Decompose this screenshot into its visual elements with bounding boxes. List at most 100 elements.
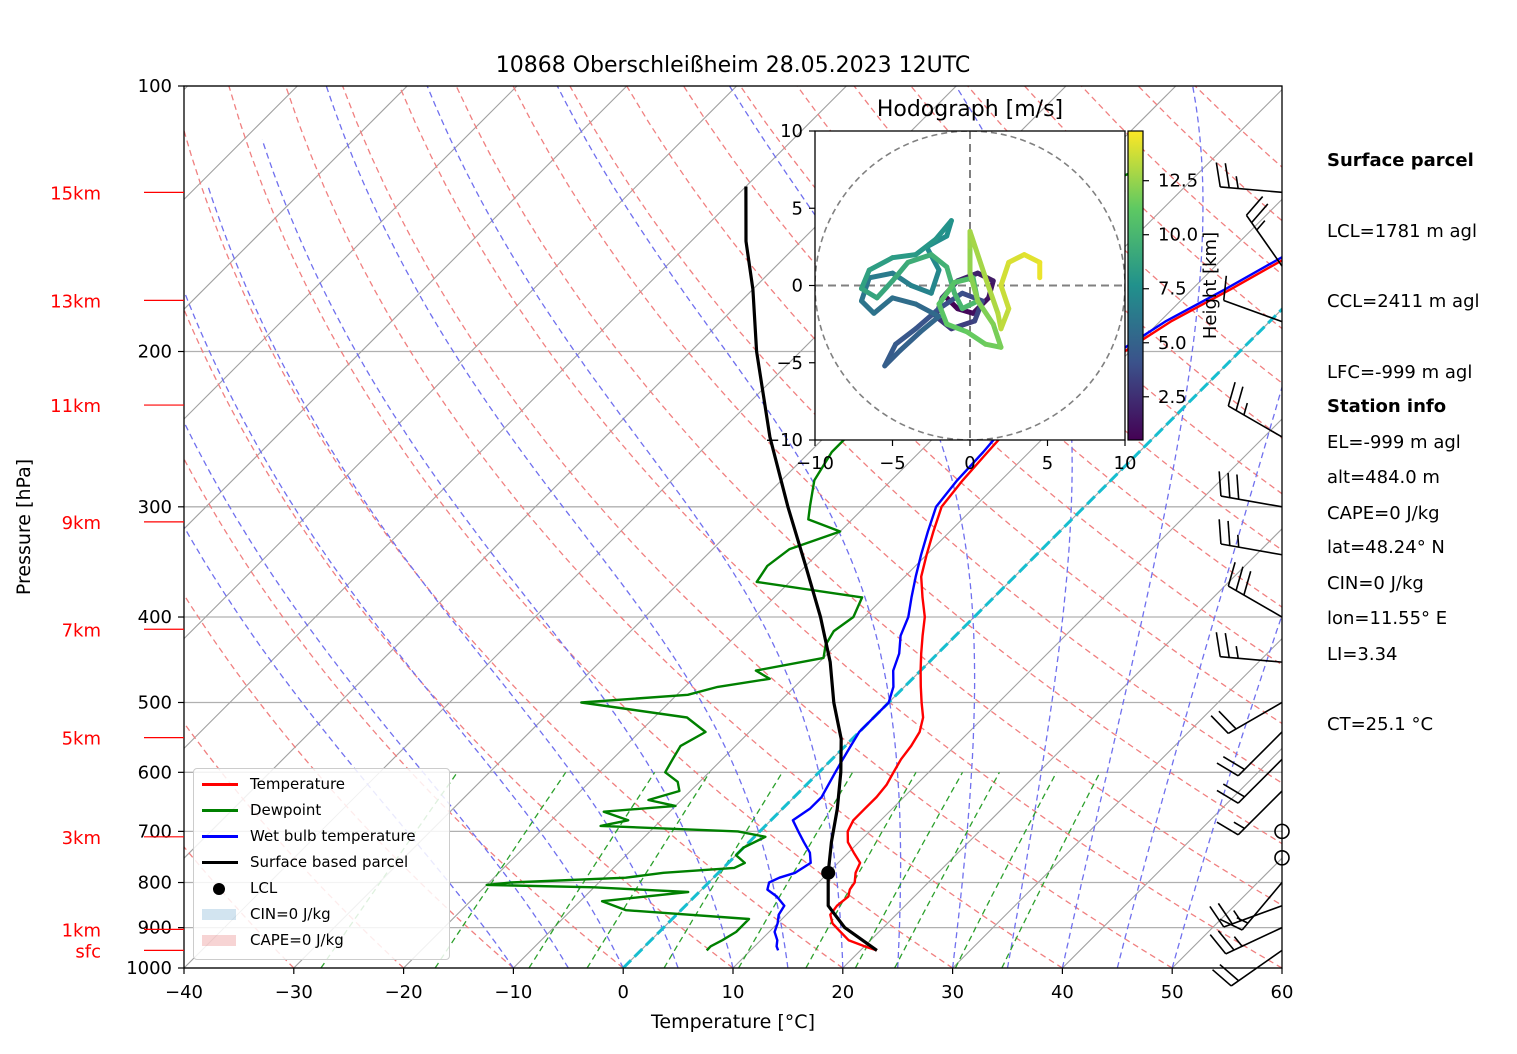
- chart-title: 10868 Oberschleißheim 28.05.2023 12UTC: [496, 53, 971, 78]
- surface-parcel-info: Surface parcel LCL=1781 m agl CCL=2411 m…: [1327, 102, 1480, 760]
- barb-flag: [1235, 566, 1244, 591]
- hodograph-segment: [998, 283, 1012, 312]
- dewpoint-line: [485, 170, 1135, 952]
- legend-item-temperature: Temperature: [194, 771, 449, 797]
- x-tick-label: 60: [1271, 982, 1294, 1003]
- wind-barb: [1212, 949, 1283, 987]
- barb-flag: [1212, 969, 1232, 987]
- wind-barb: [1274, 823, 1290, 840]
- wind-barb: [1274, 850, 1290, 866]
- height-label: 7km: [62, 620, 101, 641]
- barb-staff: [1227, 585, 1283, 618]
- x-tick-label: 50: [1161, 982, 1184, 1003]
- hodograph-segment: [975, 298, 996, 327]
- surface-parcel-el: EL=-999 m agl: [1327, 432, 1461, 453]
- barb-half-flag: [1233, 821, 1245, 830]
- wind-barb: [1245, 196, 1283, 267]
- wind-barb: [1209, 902, 1283, 928]
- hodograph-x-tick-label: −5: [879, 453, 906, 474]
- y-axis-label: Pressure [hPa]: [13, 459, 35, 595]
- y-tick-label: 400: [138, 607, 172, 628]
- hodograph-segment: [866, 255, 895, 273]
- legend-item-dewpoint: Dewpoint: [194, 797, 449, 823]
- dry-adiabat-line: [228, 86, 953, 968]
- barb-half-flag: [1235, 176, 1239, 189]
- wind-barb: [1218, 519, 1283, 556]
- barb-flag: [1217, 930, 1235, 951]
- x-tick-label: 20: [831, 982, 854, 1003]
- x-tick-label: 30: [941, 982, 964, 1003]
- legend-label: Surface based parcel: [250, 853, 409, 871]
- colorbar-tick-label: 2.5: [1158, 387, 1187, 408]
- y-tick-label: 900: [138, 918, 172, 939]
- legend-label: CAPE=0 J/kg: [250, 931, 344, 949]
- barb-flag: [1218, 710, 1237, 730]
- x-axis-label: Temperature [°C]: [650, 1011, 815, 1033]
- height-label: 1km: [62, 920, 101, 941]
- x-tick-label: −30: [275, 982, 313, 1003]
- x-tick-label: 40: [1051, 982, 1074, 1003]
- legend-label: Wet bulb temperature: [250, 827, 416, 845]
- barb-staff: [1225, 926, 1283, 955]
- legend-item-cin: CIN=0 J/kg: [194, 901, 449, 927]
- legend-label: Temperature: [250, 775, 346, 793]
- barb-flag: [1218, 471, 1222, 497]
- surface-parcel-ccl: CCL=2411 m agl: [1327, 291, 1480, 312]
- barb-staff: [1241, 882, 1283, 931]
- hodograph-segment: [882, 347, 903, 369]
- hodograph-segment: [874, 278, 895, 301]
- hodograph-segment: [908, 283, 934, 296]
- barb-flag: [1245, 196, 1264, 216]
- barb-staff: [1220, 495, 1283, 508]
- hodograph-x-tick-label: 5: [1042, 453, 1053, 474]
- barb-flag: [1222, 275, 1228, 301]
- isotherm-line: [184, 86, 737, 640]
- hodograph-segment: [871, 295, 895, 316]
- barb-flag: [1224, 163, 1230, 188]
- mixing-ratio-line: [805, 771, 917, 968]
- hodograph-y-tick-label: −10: [765, 430, 803, 451]
- hodograph-segment: [1006, 252, 1027, 265]
- isotherm-line: [842, 528, 1282, 968]
- barb-staff: [1223, 904, 1283, 928]
- hodograph: Hodograph [m/s] −10 −5 0 5 10 −10 −5 0 5 10 2.5 5.0 7…: [765, 97, 1221, 474]
- hodograph-segment: [917, 313, 942, 335]
- moist-adiabat-line: [426, 86, 844, 968]
- barb-half-flag: [1235, 645, 1239, 659]
- thermodynamic-guide-lines: [184, 86, 1282, 968]
- dry-adiabat-line: [285, 86, 1063, 968]
- hodograph-segment: [897, 329, 923, 353]
- x-tick-label: 0: [617, 982, 628, 1003]
- barb-flag: [1222, 783, 1245, 798]
- hodograph-segment: [936, 279, 957, 307]
- height-label: 13km: [50, 291, 101, 312]
- legend-item-cape: CAPE=0 J/kg: [194, 927, 449, 953]
- x-tick-label: 10: [722, 982, 745, 1003]
- barb-flag: [1216, 789, 1239, 804]
- height-label: 9km: [62, 513, 101, 534]
- surface-parcel-ct: CT=25.1 °C: [1327, 714, 1434, 735]
- barb-flag: [1210, 715, 1229, 735]
- barb-flag: [1227, 562, 1236, 587]
- barb-staff: [1237, 758, 1283, 804]
- legend-item-wetbulb: Wet bulb temperature: [194, 823, 449, 849]
- barb-flag: [1209, 934, 1227, 955]
- wind-barb: [1216, 731, 1283, 777]
- barb-flag: [1224, 632, 1230, 658]
- height-label: 15km: [50, 183, 101, 204]
- height-label: 5km: [62, 729, 101, 750]
- moist-adiabat-line: [325, 86, 789, 968]
- legend-swatch: [202, 809, 238, 812]
- wind-barb: [1215, 632, 1283, 663]
- barb-staff: [1237, 731, 1283, 777]
- barb-staff: [1237, 790, 1283, 836]
- legend-swatch: [202, 783, 238, 786]
- isotherm-line: [184, 86, 847, 750]
- hodograph-title: Hodograph [m/s]: [877, 97, 1063, 122]
- wind-barb: [1227, 381, 1283, 438]
- y-tick-label: 200: [138, 342, 172, 363]
- legend-marker: [213, 883, 225, 895]
- hodograph-segment: [913, 301, 942, 319]
- mixing-ratio-line: [738, 771, 854, 968]
